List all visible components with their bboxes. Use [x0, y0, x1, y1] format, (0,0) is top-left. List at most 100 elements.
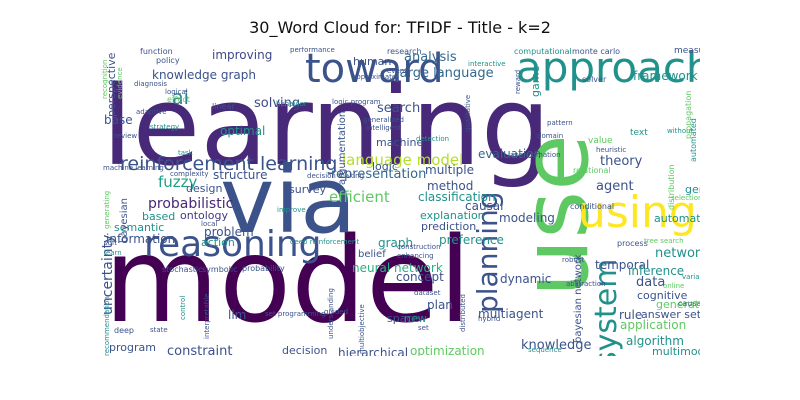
word-knowledge-graph: knowledge graph: [152, 68, 256, 82]
word-modeling: modeling: [499, 211, 555, 225]
word-selection: selection: [671, 194, 700, 202]
word-probabilistic: probabilistic: [148, 196, 234, 212]
word-temporal: temporal: [595, 258, 650, 272]
word-cognitive: cognitive: [637, 289, 688, 302]
word-construction: construction: [397, 243, 441, 251]
word-hierarchical: hierarchical: [338, 346, 409, 356]
word-prediction: prediction: [421, 220, 477, 233]
word-reasoning: reasoning: [144, 224, 322, 265]
word-network: network: [655, 246, 700, 261]
word-improve: improve: [277, 206, 306, 214]
word-human: human: [353, 55, 392, 68]
word-multiple: multiple: [425, 163, 475, 177]
word-effect: effect: [167, 95, 190, 104]
word-enhancing: enhancing: [397, 252, 434, 260]
word-using: using: [578, 187, 697, 238]
word-analysis: analysis: [404, 50, 457, 65]
word-inference: inference: [628, 264, 685, 278]
word-abstraction: abstraction: [566, 280, 606, 288]
word-dataset: dataset: [414, 289, 441, 297]
word-multimodal: multimodal: [652, 345, 700, 356]
word-action: action: [201, 236, 235, 249]
word-probability: probability: [242, 264, 285, 273]
word-game: game: [529, 65, 542, 97]
word-model: model: [104, 211, 472, 349]
word-multiagent: multiagent: [478, 307, 544, 321]
word-approximate: approximate: [352, 73, 397, 81]
word-set: set: [418, 324, 429, 332]
word-approach: approach: [516, 47, 700, 92]
word-framework: framework: [633, 69, 698, 83]
word-space: space: [387, 312, 420, 325]
word-interactive: interactive: [468, 60, 506, 68]
word-answer-set: answer set: [641, 308, 700, 321]
word-automatic: automatic: [654, 212, 700, 225]
word-logical: logical: [165, 88, 188, 96]
word-logic-program: logic program: [332, 98, 381, 106]
word-approximation: approximation: [510, 151, 561, 159]
word-constraint: constraint: [167, 344, 233, 356]
word-fuzzy: fuzzy: [158, 173, 198, 191]
word-monte-carlo: monte carlo: [572, 47, 621, 56]
word-reward: reward: [514, 69, 522, 94]
word-bayesian: bayesian: [119, 198, 130, 243]
word-value: value: [588, 136, 613, 146]
word-event: event: [387, 67, 407, 75]
word-dynamic: dynamic: [500, 272, 552, 286]
word-application: application: [620, 318, 687, 332]
word-qualitative: qualitative: [464, 94, 472, 132]
word-propagation: propagation: [684, 90, 693, 139]
word-distributed: distributed: [459, 294, 467, 332]
word-linear: linear: [212, 102, 235, 111]
word-neural-network: neural network: [352, 261, 443, 275]
word-understanding: understanding: [327, 288, 335, 339]
word-method: method: [427, 179, 474, 193]
word-detection: detection: [416, 135, 450, 143]
word-belief: belief: [358, 249, 386, 260]
word-solver: solver: [582, 75, 607, 84]
word-explanation: explanation: [420, 209, 485, 222]
word-machine: machine: [376, 136, 424, 149]
word-solving: solving: [254, 96, 301, 111]
word-review: review: [114, 132, 138, 140]
word-improving: improving: [212, 48, 273, 62]
word-strategy: strategy: [150, 123, 180, 131]
word-online: online: [663, 282, 685, 290]
word-process: process: [617, 239, 648, 248]
word-preference: preference: [439, 233, 504, 247]
word-language-model: language model: [342, 151, 464, 169]
word-heuristic: heuristic: [596, 146, 627, 154]
word-research: research: [387, 47, 422, 56]
word-general: general: [685, 183, 700, 196]
word-information: information: [106, 232, 176, 246]
word-structure: structure: [213, 168, 268, 182]
word-diagnosis: diagnosis: [134, 80, 168, 88]
word-generating: generating: [103, 190, 111, 229]
word-policy: policy: [156, 56, 180, 65]
word-plan: plan: [427, 298, 453, 312]
word-generation: generation: [656, 298, 700, 311]
word-evaluation: evaluation: [478, 147, 542, 161]
word-conditional: conditional: [570, 202, 615, 211]
word-state: state: [150, 326, 168, 334]
word-rule: rule: [619, 308, 643, 322]
word-complexity: complexity: [170, 170, 209, 178]
word-data: data: [636, 275, 666, 290]
word-interpretable: interpretable: [203, 293, 211, 339]
word-recognition: recognition: [101, 59, 109, 99]
word-design: design: [186, 182, 223, 195]
word-based: based: [142, 210, 176, 223]
word-efficient: efficient: [329, 188, 390, 206]
word-function: function: [140, 47, 173, 56]
word-measure: measure: [674, 47, 700, 56]
word-generalized: generalized: [363, 116, 404, 124]
word-representation: representation: [331, 167, 427, 182]
word-without: without: [667, 127, 694, 135]
word-guided: guided: [324, 308, 349, 316]
word-machine-learning: machine learning: [103, 164, 164, 172]
word-theory: theory: [600, 154, 643, 169]
word-new: new: [404, 312, 427, 325]
word-decision-making: decision making: [307, 172, 365, 180]
word-semantic: semantic: [114, 221, 165, 234]
word-hybrid: hybrid: [478, 315, 501, 323]
